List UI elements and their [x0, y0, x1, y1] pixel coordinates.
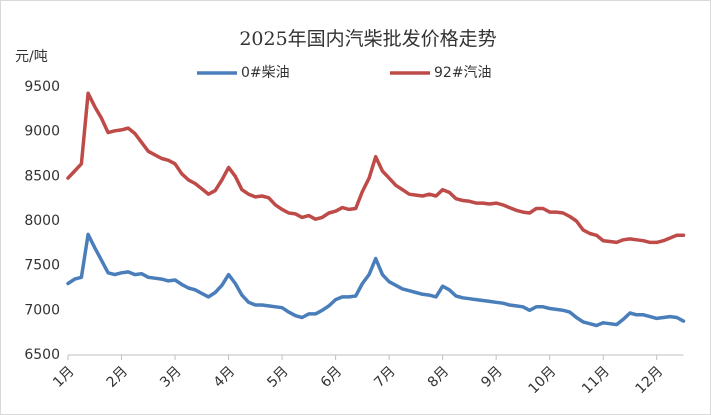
y-tick-label: 7000: [24, 302, 60, 318]
y-tick-label: 7500: [24, 258, 60, 274]
y-tick-label: 6500: [24, 347, 60, 363]
series-line: [66, 232, 686, 328]
y-tick-label: 8500: [24, 168, 60, 184]
series-line: [66, 91, 686, 245]
y-tick-label: 9000: [24, 124, 60, 140]
legend-label: 92#汽油: [434, 65, 492, 81]
y-tick-label: 8000: [24, 213, 60, 229]
chart-title: 2025年国内汽柴批发价格走势: [239, 28, 496, 50]
y-tick-label: 9500: [24, 79, 60, 95]
legend-label: 0#柴油: [241, 65, 290, 81]
y-axis-label: 元/吨: [15, 49, 48, 65]
